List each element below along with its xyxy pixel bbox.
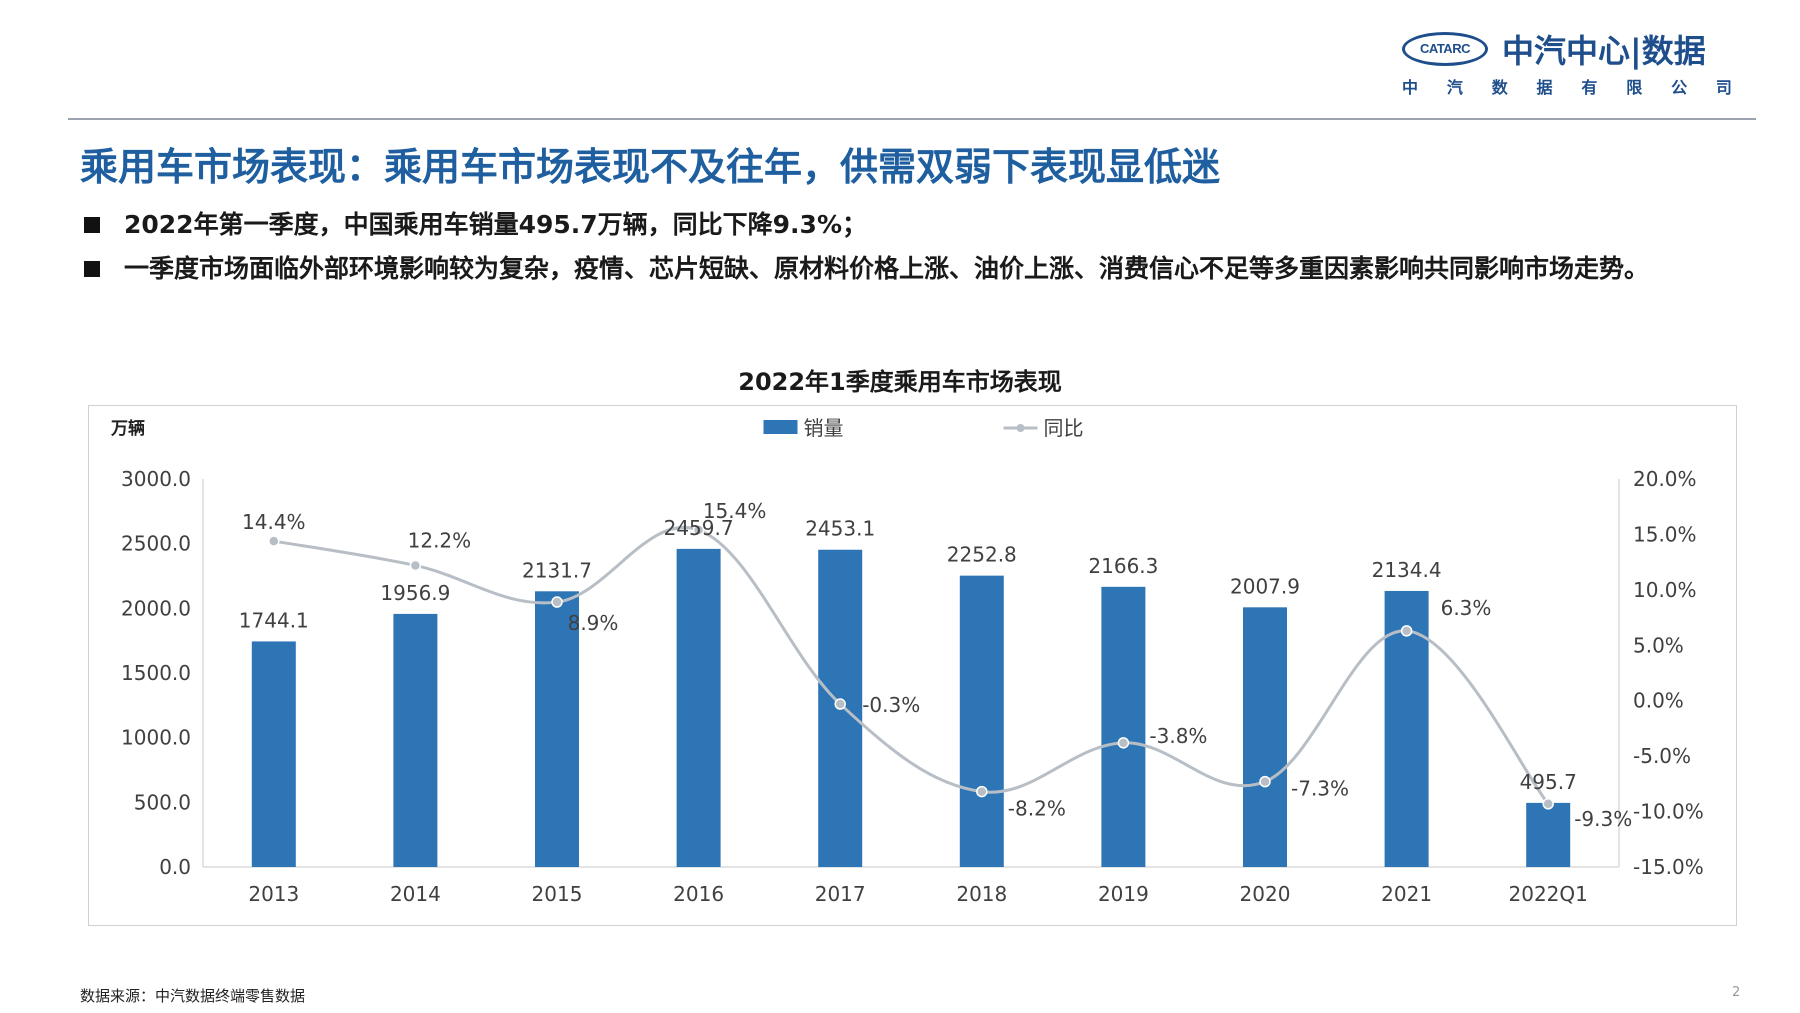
x-tick-label: 2017 <box>815 882 866 906</box>
line-data-label: 8.9% <box>568 611 619 635</box>
line-data-label: -8.2% <box>1008 797 1066 821</box>
combo-chart: 万辆 0.0 500.0 1000.0 1500.0 2000.0 2500.0 3000.0… <box>110 416 1704 906</box>
bar-data-label: 2131.7 <box>522 558 592 582</box>
bullet-square-icon <box>84 261 100 277</box>
x-tick-label: 2022Q1 <box>1509 882 1588 906</box>
logo-sub-char: 中 <box>1402 78 1419 97</box>
line-yoy <box>273 526 1550 805</box>
bullet-list: 2022年第一季度，中国乘用车销量495.7万辆，同比下降9.3%； 一季度市场… <box>80 203 1740 291</box>
line-data-label: 15.4% <box>703 499 767 523</box>
y-axis-unit-label: 万辆 <box>110 418 145 439</box>
point-yoy <box>834 698 846 710</box>
bar-data-label: 495.7 <box>1520 770 1577 794</box>
chart-title: 2022年1季度乘用车市场表现 <box>738 368 1062 396</box>
y2-tick-label: 0.0% <box>1633 689 1684 713</box>
bar-sales <box>1243 607 1287 867</box>
logo-sub-char: 汽 <box>1446 78 1463 97</box>
logo-sub-char: 据 <box>1536 78 1553 97</box>
y-tick-label: 2500.0 <box>121 532 191 556</box>
point-yoy <box>1259 775 1271 788</box>
y-tick-label: 1500.0 <box>121 661 191 685</box>
line-data-label: -0.3% <box>862 693 920 717</box>
bullet-square-icon <box>84 217 100 233</box>
bar-sales <box>1526 802 1571 867</box>
point-yoy <box>1542 798 1554 810</box>
line-data-label: 6.3% <box>1441 596 1492 620</box>
x-tick-label: 2015 <box>532 882 583 906</box>
point-yoy <box>976 785 988 798</box>
bar-data-label: 1956.9 <box>380 581 450 605</box>
y2-tick-label: -5.0% <box>1633 744 1691 768</box>
legend-sales-label: 销量 <box>804 416 844 440</box>
line-data-label: -9.3% <box>1574 807 1632 831</box>
logo-sub-char: 数 <box>1491 78 1508 97</box>
y-tick-label: 1000.0 <box>121 726 191 750</box>
page-number: 2 <box>1732 985 1741 1000</box>
x-tick-label: 2013 <box>248 882 299 906</box>
x-tick-label: 2020 <box>1240 882 1291 906</box>
x-tick-label: 2021 <box>1381 882 1432 906</box>
line-data-label: -7.3% <box>1291 777 1349 801</box>
bullet-text: 一季度市场面临外部环境影响较为复杂，疫情、芯片短缺、原材料价格上涨、油价上涨、消… <box>124 254 1650 283</box>
bar-data-label: 1744.1 <box>239 608 309 632</box>
bar-data-label: 2007.9 <box>1230 574 1300 598</box>
y2-tick-label: -15.0% <box>1633 855 1704 879</box>
data-source: 数据来源：中汽数据终端零售数据 <box>80 987 306 1005</box>
y2-tick-label: 15.0% <box>1633 522 1697 546</box>
x-tick-label: 2016 <box>673 882 724 906</box>
legend-yoy-marker <box>1016 424 1025 432</box>
bar-data-label: 2166.3 <box>1088 554 1158 578</box>
y2-tick-label: 5.0% <box>1633 633 1684 657</box>
legend-sales-swatch <box>763 420 798 434</box>
bar-sales <box>1101 586 1146 867</box>
y-tick-label: 0.0 <box>159 855 191 879</box>
y-tick-label: 2000.0 <box>121 596 191 620</box>
y2-tick-label: 10.0% <box>1633 578 1697 602</box>
y2-tick-label: 20.0% <box>1633 467 1697 491</box>
bar-sales <box>535 591 579 867</box>
x-tick-label: 2018 <box>956 882 1007 906</box>
logo-sub-char: 限 <box>1626 78 1643 97</box>
line-data-label: -3.8% <box>1149 724 1207 748</box>
y-tick-label: 3000.0 <box>121 467 191 491</box>
bar-data-label: 2453.1 <box>805 517 875 541</box>
bar-data-label: 2134.4 <box>1372 558 1442 582</box>
x-tick-label: 2014 <box>390 882 441 906</box>
bar-sales <box>676 548 721 867</box>
logo-name: 中汽中心|数据 <box>1502 32 1706 70</box>
bar-data-label: 2459.7 <box>664 516 734 540</box>
legend-yoy-label: 同比 <box>1044 416 1084 440</box>
point-yoy <box>409 559 422 572</box>
line-data-label: 12.2% <box>408 528 472 552</box>
x-tick-label: 2019 <box>1098 882 1149 906</box>
bullet-text: 2022年第一季度，中国乘用车销量495.7万辆，同比下降9.3%； <box>124 210 867 239</box>
bar-sales <box>251 641 296 867</box>
point-yoy <box>268 535 280 547</box>
bullet-item: 一季度市场面临外部环境影响较为复杂，疫情、芯片短缺、原材料价格上涨、油价上涨、消… <box>80 247 1740 291</box>
y-tick-label: 500.0 <box>134 790 191 814</box>
point-yoy <box>1400 625 1413 637</box>
bar-data-label: 2252.8 <box>947 543 1017 567</box>
point-yoy <box>1117 737 1130 749</box>
y2-tick-label: -10.0% <box>1633 800 1704 824</box>
logo-badge: CATARC <box>1402 32 1488 66</box>
logo-sub-char: 有 <box>1581 78 1598 97</box>
chart-frame: 万辆 0.0 500.0 1000.0 1500.0 2000.0 2500.0 3000.0… <box>88 405 1737 926</box>
bar-sales <box>393 613 438 867</box>
point-yoy <box>551 596 563 608</box>
page-title: 乘用车市场表现：乘用车市场表现不及往年，供需双弱下表现显低迷 <box>80 144 1221 189</box>
logo-subtitle: 中 汽 数 据 有 限 公 司 <box>1402 74 1732 98</box>
bullet-item: 2022年第一季度，中国乘用车销量495.7万辆，同比下降9.3%； <box>80 203 1740 247</box>
line-data-label: 14.4% <box>242 510 306 534</box>
logo-sub-char: 司 <box>1715 78 1732 97</box>
logo-sub-char: 公 <box>1671 78 1688 97</box>
bar-sales <box>959 575 1004 867</box>
brand-logo: CATARC 中汽中心|数据 中 汽 数 据 有 限 公 司 <box>1402 24 1732 104</box>
point-yoy <box>692 524 705 536</box>
header-divider <box>68 118 1756 120</box>
